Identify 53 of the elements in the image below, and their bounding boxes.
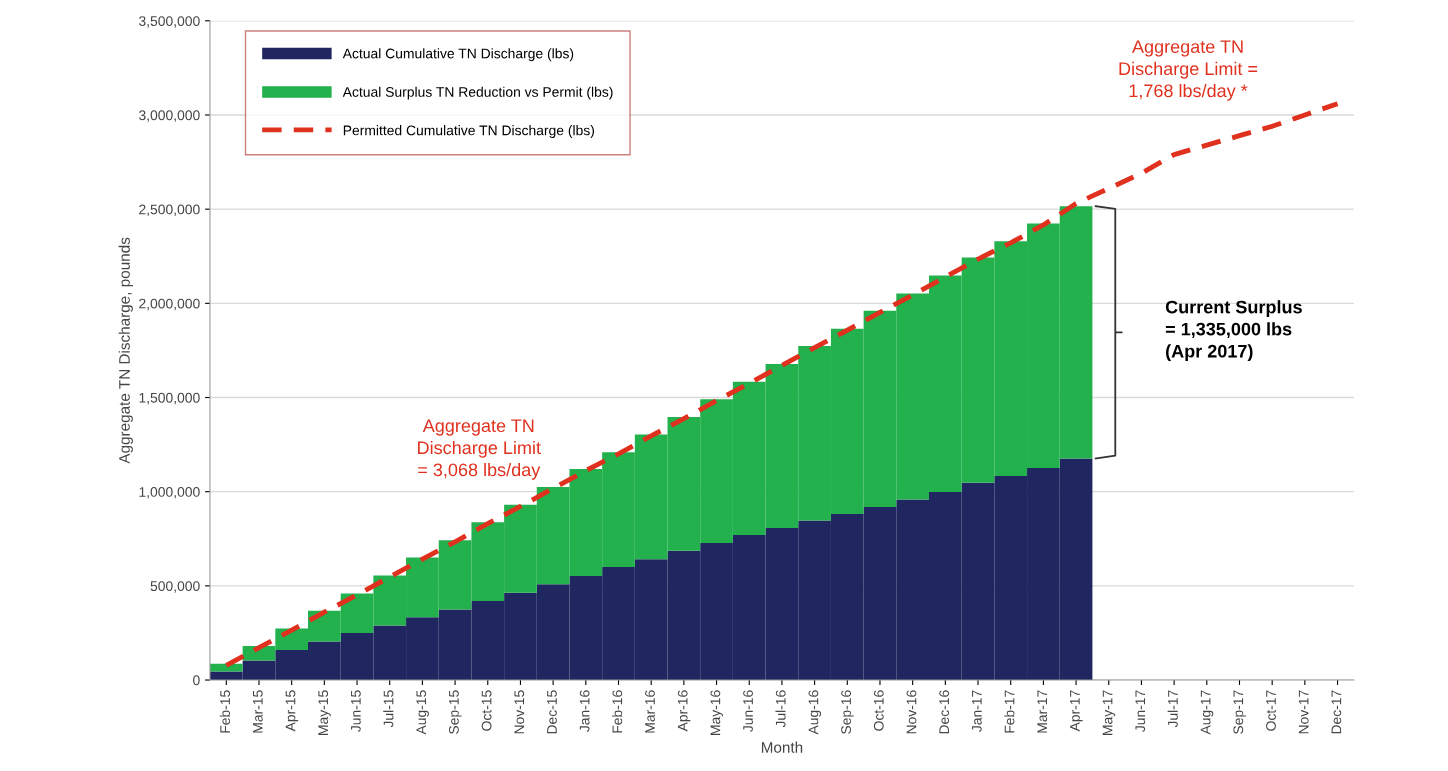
x-tick-label: Dec-17 <box>1331 690 1342 734</box>
x-tick-label: Jun-17 <box>1135 690 1146 732</box>
x-tick-label: Aug-15 <box>416 690 429 735</box>
x-tick-label: Nov-17 <box>1298 690 1309 734</box>
x-tick-label: Oct-16 <box>873 690 884 731</box>
x-tick-label: Nov-16 <box>906 690 917 734</box>
x-tick-label: Mar-17 <box>1037 690 1048 733</box>
x-tick-label: Dec-15 <box>547 690 557 734</box>
annotation: Aggregate TN Discharge Limit = 1,768 lbs/day * <box>1119 40 1258 101</box>
y-tick-label: 2,500,000 <box>139 204 200 216</box>
annotation: Current Surplus = 1,335,000 lbs (Apr 2017) <box>1165 300 1302 362</box>
x-tick-label: Feb-16 <box>612 690 623 733</box>
y-axis-title: Aggregate TN Discharge, pounds <box>118 237 133 464</box>
x-tick-label: May-16 <box>710 690 724 735</box>
y-tick-label: 1,000,000 <box>139 487 200 499</box>
x-tick-label: May-17 <box>1102 690 1116 735</box>
x-tick-label: Apr-16 <box>677 690 691 732</box>
x-tick-label: Oct-15 <box>481 690 492 731</box>
x-tick-label: Aug-17 <box>1200 690 1214 735</box>
x-tick-label: Jul-17 <box>1167 690 1178 728</box>
y-tick-label: 1,500,000 <box>139 392 200 405</box>
y-tick-label: 3,500,000 <box>138 16 200 28</box>
bar <box>209 663 243 672</box>
x-tick-label: Mar-16 <box>645 690 655 733</box>
x-tick-label: Jun-15 <box>351 690 361 732</box>
x-tick-label: Jun-16 <box>743 690 753 732</box>
x-tick-label: Jul-15 <box>383 690 394 728</box>
x-tick-label: Apr-15 <box>285 690 299 732</box>
x-tick-label: Sep-15 <box>448 690 462 734</box>
x-tick-label: Feb-15 <box>219 690 231 733</box>
legend-label: Permitted Cumulative TN Discharge (lbs) <box>343 125 595 139</box>
legend-label: Actual Cumulative TN Discharge (lbs) <box>342 48 574 62</box>
x-tick-label: Jul-16 <box>775 690 786 728</box>
x-tick-label: Jan-16 <box>579 690 590 732</box>
y-tick-label: 3,000,000 <box>138 110 200 122</box>
x-tick-label: Jan-17 <box>972 690 982 732</box>
x-tick-label: Dec-16 <box>939 690 950 734</box>
line-series <box>223 101 1340 668</box>
x-tick-label: Oct-17 <box>1266 690 1276 731</box>
x-tick-label: Aug-16 <box>808 690 822 735</box>
legend-label: Actual Surplus TN Reduction vs Permit (lbs) <box>342 86 613 100</box>
annotation: Aggregate TN Discharge Limit = 3,068 lbs/day <box>418 419 541 480</box>
x-tick-label: May-15 <box>318 690 331 735</box>
y-tick-label: 2,000,000 <box>139 298 200 311</box>
x-axis-title: Month <box>761 741 803 753</box>
x-tick-label: Apr-17 <box>1070 690 1083 732</box>
x-tick-label: Sep-17 <box>1233 690 1246 734</box>
x-tick-label: Feb-17 <box>1004 690 1015 733</box>
x-tick-label: Nov-15 <box>514 690 525 734</box>
y-tick-label: 500,000 <box>150 581 200 593</box>
x-tick-label: Mar-15 <box>253 690 263 733</box>
x-tick-label: Sep-16 <box>841 690 854 734</box>
y-tick-label: 0 <box>193 675 200 686</box>
